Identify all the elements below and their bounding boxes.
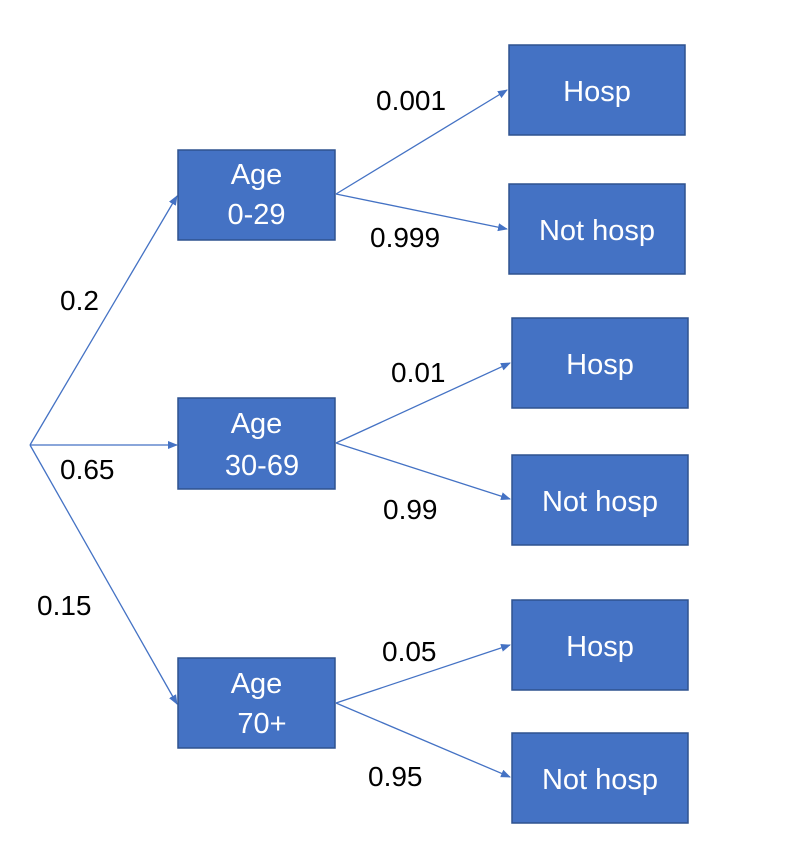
probability-age-30-69-hosp: 0.01: [391, 357, 446, 388]
probability-age-0-29: 0.2: [60, 285, 99, 316]
node-age-0-29-line2: 0-29: [227, 199, 285, 231]
node-age-30-69-line2: 30-69: [225, 450, 299, 482]
node-age-30-69-hosp: Hosp: [511, 317, 689, 409]
probability-age-0-29-hosp: 0.001: [376, 85, 446, 116]
node-age-30-69-not-hosp: Not hosp: [511, 454, 689, 546]
node-age-0-29-hosp: Hosp: [508, 44, 686, 136]
probability-age-30-69-not-hosp: 0.99: [383, 494, 438, 525]
probability-age-70-plus: 0.15: [37, 590, 92, 621]
node-age-0-29-not-hosp-label: Not hosp: [539, 215, 655, 247]
node-age-70-plus-not-hosp-label: Not hosp: [542, 764, 658, 796]
node-age-70-plus-hosp: Hosp: [511, 599, 689, 691]
node-age-0-29-not-hosp: Not hosp: [508, 183, 686, 275]
node-age-0-29: Age 0-29: [177, 149, 336, 241]
node-age-70-plus: Age 70+: [177, 657, 336, 749]
node-age-30-69: Age 30-69: [177, 397, 336, 490]
node-age-30-69-line1: Age: [231, 408, 283, 440]
branch-age-70-plus-to-hosp: [335, 644, 511, 704]
branch-age-0-29-to-not-hosp: [335, 193, 508, 232]
probability-age-70-plus-not-hosp: 0.95: [368, 761, 423, 792]
node-age-70-plus-line1: Age: [231, 668, 283, 700]
branch-age-30-69-to-hosp: [335, 362, 511, 444]
node-age-70-plus-hosp-label: Hosp: [566, 631, 634, 663]
probability-age-30-69: 0.65: [60, 454, 115, 485]
probability-age-0-29-not-hosp: 0.999: [370, 222, 440, 253]
branch-age-30-69-to-not-hosp: [335, 442, 511, 501]
node-age-30-69-hosp-label: Hosp: [566, 349, 634, 381]
branch-age-70-plus-to-not-hosp: [335, 702, 511, 778]
node-age-0-29-line1: Age: [231, 159, 283, 191]
node-age-70-plus-not-hosp: Not hosp: [511, 732, 689, 824]
node-age-0-29-hosp-label: Hosp: [563, 76, 631, 108]
node-age-30-69-not-hosp-label: Not hosp: [542, 486, 658, 518]
branch-root-to-age-70-plus: [29, 444, 178, 705]
node-age-70-plus-line2: 70+: [237, 708, 286, 740]
branch-root-to-age-0-29: [29, 195, 178, 446]
probability-age-70-plus-hosp: 0.05: [382, 636, 437, 667]
branch-age-0-29-to-hosp: [335, 89, 508, 195]
